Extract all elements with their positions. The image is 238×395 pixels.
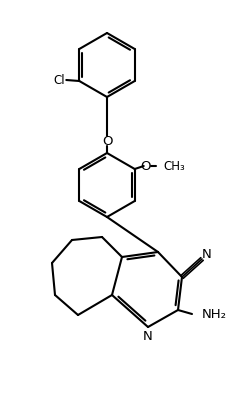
Text: O: O <box>102 135 112 147</box>
Text: N: N <box>143 329 153 342</box>
Text: O: O <box>140 160 151 173</box>
Text: NH₂: NH₂ <box>202 307 227 320</box>
Text: Cl: Cl <box>54 73 65 87</box>
Text: CH₃: CH₃ <box>164 160 185 173</box>
Text: N: N <box>202 248 212 261</box>
